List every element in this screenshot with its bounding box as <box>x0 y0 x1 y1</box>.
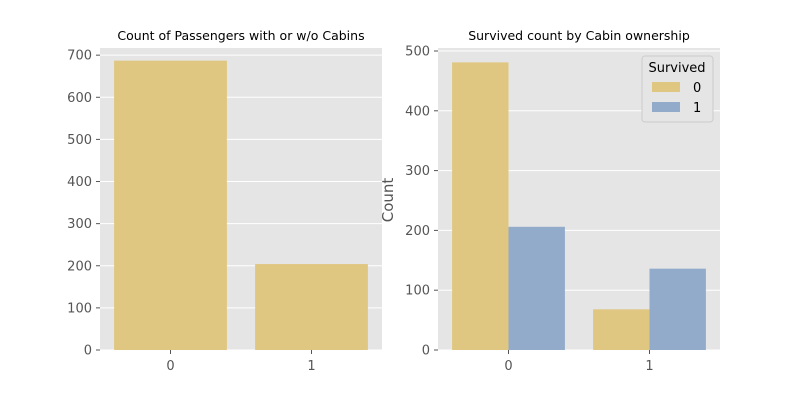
legend: Survived 0 1 <box>641 55 714 123</box>
x-tick-label: 0 <box>166 359 174 374</box>
bar-survived-0-cabin-0 <box>452 62 509 350</box>
x-tick-label: 1 <box>645 359 653 374</box>
y-tick-label: 500 <box>405 44 430 59</box>
y-tick-label: 600 <box>67 91 92 106</box>
y-tick-label: 200 <box>67 259 92 274</box>
x-tick-label: 0 <box>504 359 512 374</box>
y-tick-label: 0 <box>84 344 92 359</box>
y-tick-label: 300 <box>405 164 430 179</box>
legend-swatch-survived-1 <box>652 102 680 112</box>
bar-cabin-0 <box>114 60 227 350</box>
y-axis-ticks: 0 100 200 300 400 500 600 700 <box>67 49 100 359</box>
y-tick-label: 400 <box>405 104 430 119</box>
bars <box>452 62 706 350</box>
y-tick-label: 200 <box>405 224 430 239</box>
bar-survived-1-cabin-1 <box>649 268 706 350</box>
chart-title: Count of Passengers with or w/o Cabins <box>117 28 364 43</box>
y-axis-ticks: 0 100 200 300 400 500 <box>405 44 438 359</box>
bar-survived-1-cabin-0 <box>508 226 565 350</box>
chart-title: Survived count by Cabin ownership <box>468 28 690 43</box>
legend-label-survived-0: 0 <box>693 81 701 96</box>
legend-label-survived-1: 1 <box>693 101 701 116</box>
x-tick-label: 1 <box>307 359 315 374</box>
y-tick-label: 500 <box>67 133 92 148</box>
y-tick-label: 300 <box>67 217 92 232</box>
y-tick-label: 100 <box>67 301 92 316</box>
y-tick-label: 700 <box>67 49 92 64</box>
legend-title: Survived <box>648 61 705 76</box>
y-tick-label: 100 <box>405 284 430 299</box>
bars <box>114 60 368 350</box>
y-tick-label: 0 <box>422 344 430 359</box>
bar-survived-0-cabin-1 <box>593 309 650 350</box>
bar-cabin-1 <box>255 264 368 350</box>
legend-swatch-survived-0 <box>652 82 680 92</box>
y-axis-label: Count <box>379 178 397 223</box>
y-tick-label: 400 <box>67 175 92 190</box>
